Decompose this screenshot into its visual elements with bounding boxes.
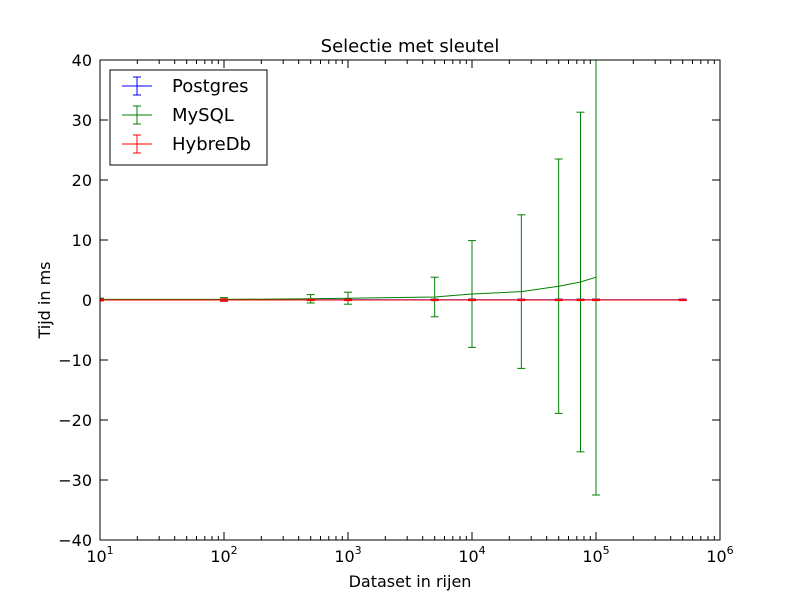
y-tick-label: 20 [72, 171, 92, 190]
x-tick-label: 103 [334, 544, 361, 566]
legend-label-hybredb: HybreDb [172, 134, 251, 155]
x-tick-label: 106 [706, 544, 733, 566]
series-hybredb [100, 298, 687, 302]
series-layer [100, 60, 687, 496]
series-mysql [100, 60, 600, 496]
x-axis-label: Dataset in rijen [349, 572, 472, 591]
y-tick-label: 30 [72, 111, 92, 130]
y-tick-label: 0 [82, 291, 92, 310]
x-tick-label: 105 [582, 544, 609, 566]
ticks [99, 59, 721, 541]
legend-item-hybredb [122, 134, 152, 154]
legend-item-mysql [122, 105, 152, 125]
chart-title: Selectie met sleutel [321, 36, 500, 57]
y-tick-label: −20 [58, 411, 92, 430]
plot-area: 101 102 103 104 105 106 40 30 20 10 0 −10 −20 −30 −40 P… [58, 51, 733, 566]
x-tick-label: 102 [210, 544, 237, 566]
y-tick-label: −10 [58, 351, 92, 370]
x-tick-label: 101 [86, 544, 113, 566]
legend-label-postgres: Postgres [172, 76, 249, 97]
series-line-mysql [100, 276, 597, 300]
plot-frame [99, 59, 721, 541]
legend-label-mysql: MySQL [172, 105, 234, 126]
y-axis-label: Tijd in ms [35, 261, 54, 339]
y-tick-label: 40 [72, 51, 92, 70]
y-tick-label: −40 [58, 531, 92, 550]
y-tick-label: 10 [72, 231, 92, 250]
legend: Postgres MySQL HybreDb [109, 69, 268, 166]
x-tick-label: 104 [458, 544, 485, 566]
y-tick-label: −30 [58, 471, 92, 490]
legend-item-postgres [122, 76, 152, 96]
